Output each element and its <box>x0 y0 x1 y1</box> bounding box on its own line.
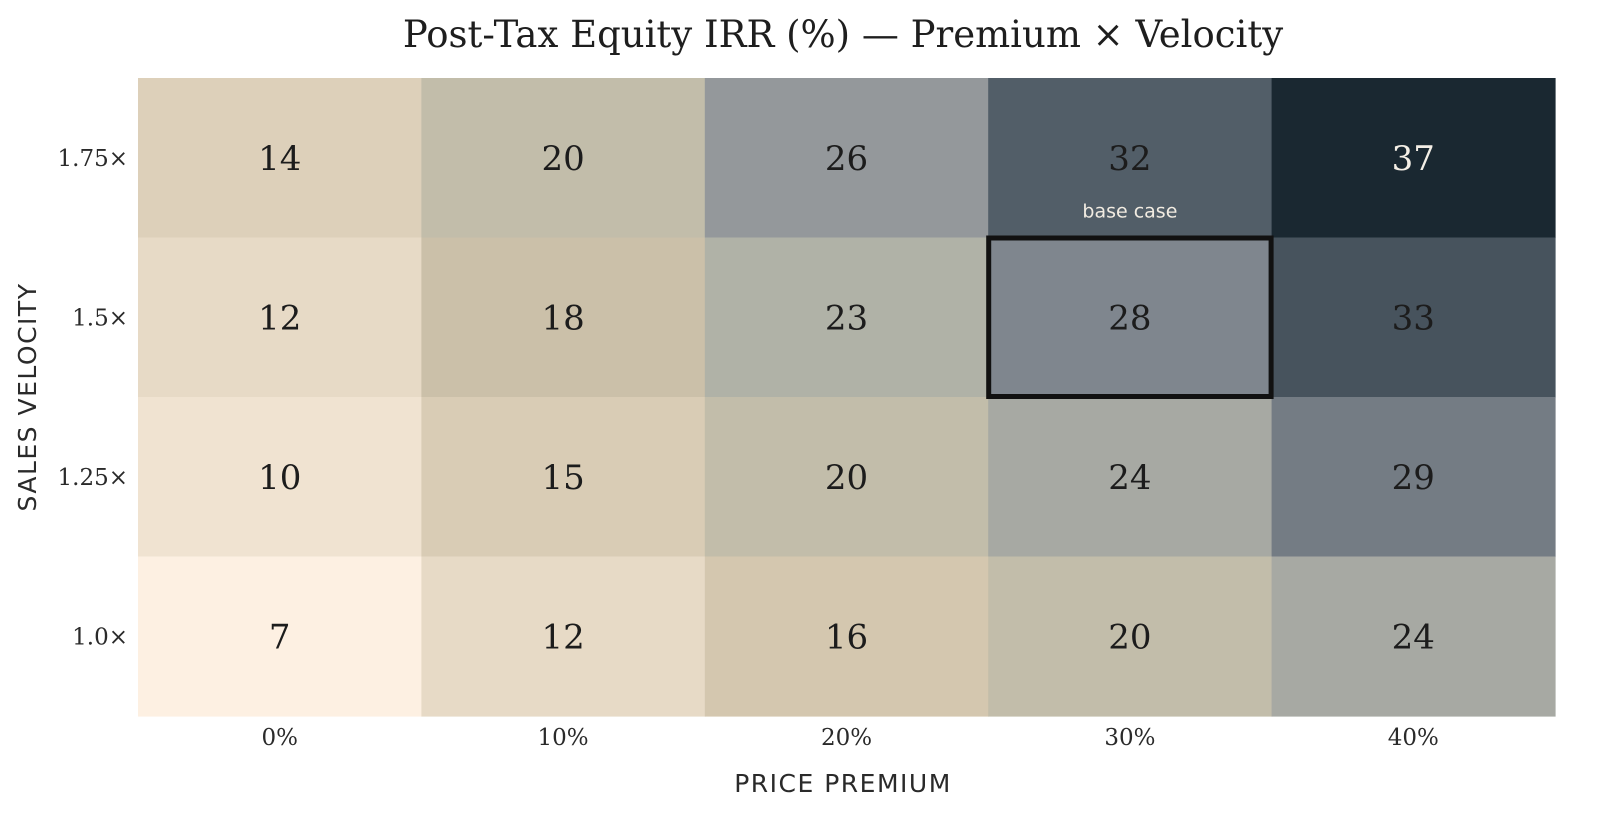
heatmap-cell <box>138 397 422 558</box>
base-case-highlight-box <box>986 235 1274 399</box>
heatmap-cell <box>988 397 1273 558</box>
x-tick-label: 40% <box>1388 725 1439 751</box>
heatmap-cell <box>1271 237 1556 398</box>
x-tick-label: 10% <box>538 725 589 751</box>
y-tick-label: 1.75× <box>58 146 128 172</box>
heatmap-cell <box>988 78 1273 239</box>
chart-title: Post-Tax Equity IRR (%) — Premium × Velo… <box>403 13 1283 56</box>
y-tick-label: 1.5× <box>72 305 128 331</box>
cell-value-label: 37 <box>1392 139 1435 179</box>
cell-value-label: 29 <box>1392 458 1435 498</box>
cell-value-label: 20 <box>541 139 584 179</box>
heatmap-cell <box>704 78 989 239</box>
cell-value-label: 16 <box>825 617 868 657</box>
y-tick-label: 1.25× <box>58 465 128 491</box>
y-axis-label: SALES VELOCITY <box>13 283 42 512</box>
cell-value-label: 7 <box>269 617 291 657</box>
heatmap-cell <box>421 78 706 239</box>
heatmap-cell <box>1271 78 1556 239</box>
cell-value-label: 33 <box>1392 298 1435 338</box>
heatmap-cell <box>421 237 706 398</box>
cell-value-label: 12 <box>258 298 301 338</box>
y-tick-label: 1.0× <box>72 624 128 650</box>
cell-value-label: 32 <box>1108 139 1151 179</box>
highlight-layer: base case <box>986 201 1274 399</box>
heatmap-cell <box>138 78 422 239</box>
heatmap-cell <box>421 397 706 558</box>
x-tick-label: 0% <box>261 725 298 751</box>
cell-value-label: 15 <box>541 458 584 498</box>
base-case-annotation: base case <box>1082 201 1177 223</box>
cell-value-label: 24 <box>1108 458 1151 498</box>
heatmap-cell <box>704 237 989 398</box>
heatmap-cell <box>988 237 1273 398</box>
cell-value-label: 18 <box>541 298 584 338</box>
y-axis-ticks: 1.75× 1.5× 1.25× 1.0× <box>58 146 128 651</box>
cell-value-label: 28 <box>1108 298 1151 338</box>
heatmap-cell <box>1271 397 1556 558</box>
heatmap-cell <box>138 556 422 717</box>
cell-value-label: 20 <box>1108 617 1151 657</box>
heatmap-cell <box>1271 556 1556 717</box>
cell-value-label: 20 <box>825 458 868 498</box>
cell-value-label: 12 <box>541 617 584 657</box>
x-tick-label: 30% <box>1104 725 1155 751</box>
cell-value-label: 10 <box>258 458 301 498</box>
heatmap-cell-values: 14 20 26 32 37 12 18 23 28 33 10 15 20 24 29 7 12 16 20 24 <box>258 139 1435 658</box>
heatmap-cell <box>988 556 1273 717</box>
heatmap-cells <box>138 78 1556 717</box>
cell-value-label: 23 <box>825 298 868 338</box>
cell-value-label: 24 <box>1392 617 1435 657</box>
cell-value-label: 26 <box>825 139 868 179</box>
heatmap-cell <box>704 397 989 558</box>
x-axis-ticks: 0% 10% 20% 30% 40% <box>261 725 1438 751</box>
heatmap-cell <box>138 237 422 398</box>
x-axis-label: PRICE PREMIUM <box>734 769 952 798</box>
x-tick-label: 20% <box>821 725 872 751</box>
heatmap-cell <box>704 556 989 717</box>
cell-value-label: 14 <box>258 139 301 179</box>
heatmap-cell <box>421 556 706 717</box>
